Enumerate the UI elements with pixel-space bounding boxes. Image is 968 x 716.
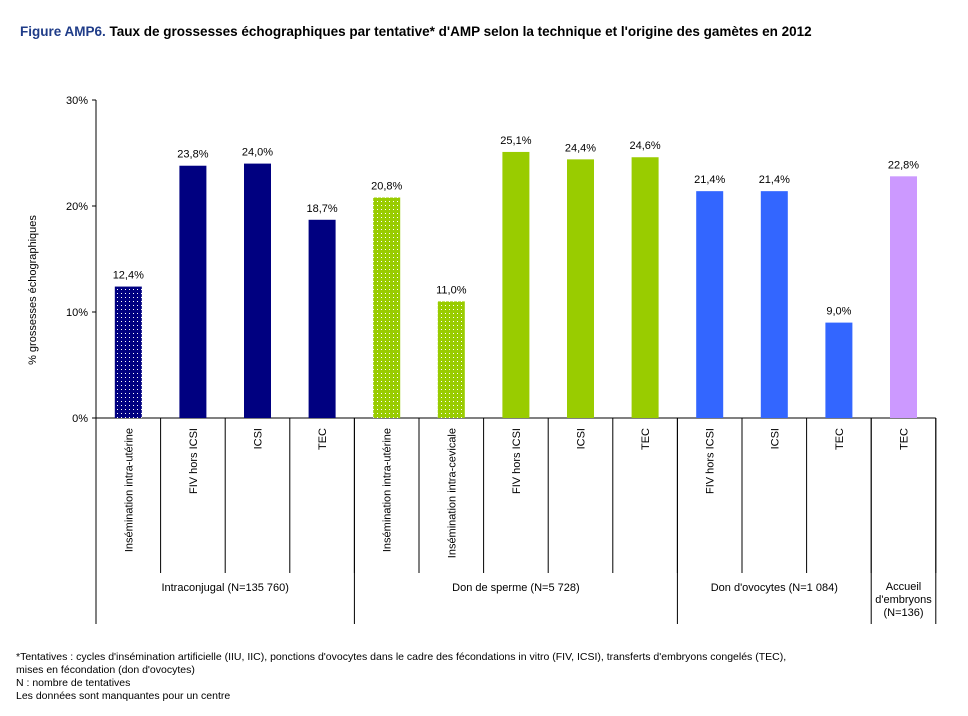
category-label: FIV hors ICSI (705, 428, 717, 494)
group-label: Intraconjugal (N=135 760) (161, 582, 289, 594)
data-label: 12,4% (113, 270, 144, 282)
bar (114, 286, 142, 418)
category-label: Insémination intra-utérine (123, 428, 135, 552)
category-label: TEC (317, 428, 329, 450)
category-label: TEC (899, 428, 911, 450)
bar (567, 159, 594, 419)
group-label: Accueil d'embryons (N=136) (875, 581, 932, 619)
bar (696, 191, 724, 418)
category-label: Insémination intra-utérine (382, 428, 394, 552)
y-tick-label: 30% (66, 95, 88, 107)
category-label: FIV hors ICSI (511, 428, 523, 494)
bar (502, 151, 530, 418)
bar (890, 176, 917, 418)
bar (244, 163, 271, 418)
data-label: 24,4% (565, 142, 596, 154)
category-label: TEC (640, 428, 652, 450)
group-label: Don de sperme (N=5 728) (452, 582, 579, 594)
data-label: 9,0% (826, 306, 851, 318)
figure-title-text: Taux de grossesses échographiques par te… (109, 24, 812, 39)
footnote-line: *Tentatives : cycles d'insémination arti… (16, 651, 787, 663)
data-label: 20,8% (371, 181, 402, 193)
category-label: ICSI (253, 428, 265, 449)
category-label: Insémination intra-cevicale (446, 428, 458, 558)
data-label: 24,0% (242, 147, 273, 159)
data-label: 21,4% (759, 174, 790, 186)
category-label: FIV hors ICSI (188, 428, 200, 494)
footnotes: *Tentatives : cycles d'insémination arti… (16, 651, 786, 703)
bar-chart: % grossesses échographiques 0% 10% 20% 30% 1… (27, 95, 937, 624)
bar (825, 322, 853, 418)
group-label: Don d'ovocytes (N=1 084) (711, 582, 838, 594)
chart-title: Figure AMP6. Taux de grossesses échograp… (20, 24, 812, 39)
bar (308, 219, 336, 418)
data-label: 21,4% (694, 174, 725, 186)
footnote-line: mises en fécondation (don d'ovocytes) (16, 664, 195, 676)
data-label: 23,8% (177, 149, 208, 161)
category-label: ICSI (576, 428, 588, 449)
bar (631, 157, 659, 419)
bar (179, 165, 207, 418)
data-label: 18,7% (306, 203, 337, 215)
category-label: ICSI (769, 428, 781, 449)
category-label: TEC (834, 428, 846, 450)
bar (760, 191, 788, 418)
y-tick-label: 10% (66, 307, 88, 319)
figure-number: Figure AMP6. (20, 24, 106, 39)
y-tick-label: 20% (66, 201, 88, 213)
plot-area: 0% 10% 20% 30% 12,4% Insémination intra-utéri… (66, 95, 937, 624)
data-label: 22,8% (888, 159, 919, 171)
data-label: 25,1% (500, 135, 531, 147)
y-axis-label: % grossesses échographiques (27, 215, 39, 365)
bar (437, 301, 465, 418)
y-tick-label: 0% (72, 413, 88, 425)
footnote-line: N : nombre de tentatives (16, 677, 131, 689)
data-label: 11,0% (436, 284, 467, 296)
footnote-line: Les données sont manquantes pour un cent… (16, 690, 231, 702)
data-label: 24,6% (629, 140, 660, 152)
bar (373, 197, 401, 418)
